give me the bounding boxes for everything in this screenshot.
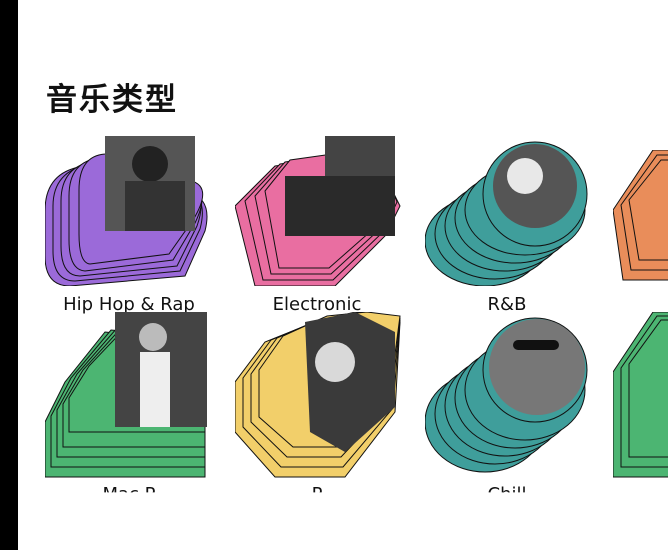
genre-art bbox=[235, 312, 401, 478]
genre-art bbox=[45, 312, 207, 478]
genre-tile-hiphop[interactable] bbox=[45, 136, 209, 286]
genre-tile-partial[interactable] bbox=[613, 150, 668, 300]
genre-tile-chill[interactable] bbox=[425, 312, 589, 473]
genre-art bbox=[425, 141, 588, 286]
genre-art bbox=[613, 312, 668, 478]
genre-label-pop: P bbox=[311, 484, 323, 505]
genre-tile-mac[interactable] bbox=[45, 312, 209, 478]
genre-tile-rnb[interactable] bbox=[425, 136, 589, 286]
genre-tile-electronic[interactable] bbox=[235, 136, 401, 286]
genre-art bbox=[425, 317, 588, 473]
artist-photo bbox=[305, 312, 395, 452]
genre-label-rnb: R&B bbox=[487, 294, 527, 315]
genre-label-mac: Mac P bbox=[102, 484, 156, 505]
genre-label-hiphop: Hip Hop & Rap bbox=[63, 294, 195, 315]
genre-tile-pop[interactable] bbox=[235, 312, 401, 478]
artist-photo bbox=[489, 319, 585, 415]
genre-label-electronic: Electronic bbox=[272, 294, 362, 315]
page-title: 音乐类型 bbox=[46, 82, 178, 118]
genre-art bbox=[235, 136, 401, 286]
genre-tile-partial-2[interactable] bbox=[613, 312, 668, 478]
artist-photo bbox=[285, 176, 395, 236]
genre-art bbox=[45, 136, 208, 286]
genre-art bbox=[613, 150, 668, 281]
screen: 音乐类型 Hip Hop & Rap bbox=[18, 0, 668, 550]
genre-label-chill: Chill bbox=[487, 484, 527, 505]
